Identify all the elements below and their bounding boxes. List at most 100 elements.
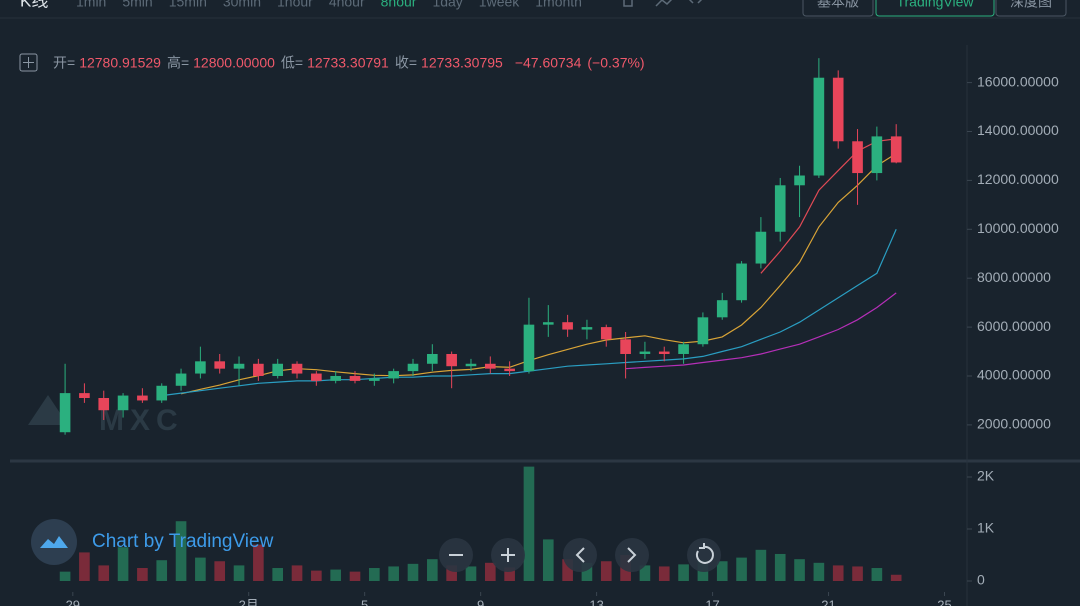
volume-tick-label: 0 bbox=[977, 572, 985, 588]
interval-tab[interactable]: 8hour bbox=[381, 0, 417, 10]
view-button-label[interactable]: 基本版 bbox=[817, 0, 859, 10]
volume-bar bbox=[813, 562, 825, 582]
toolbar-icon[interactable] bbox=[688, 0, 703, 4]
y-tick-label: 2000.00000 bbox=[977, 416, 1051, 432]
volume-bar bbox=[137, 568, 148, 582]
toolbar-icon[interactable] bbox=[623, 0, 633, 7]
view-button-label[interactable]: TradingView bbox=[896, 0, 974, 10]
branding[interactable]: Chart by TradingView bbox=[92, 531, 274, 552]
toolbar-icon[interactable] bbox=[655, 0, 674, 7]
volume-bar bbox=[832, 565, 844, 582]
volume-bar bbox=[774, 553, 786, 582]
y-tick-label: 12000.00000 bbox=[977, 171, 1059, 187]
interval-tab[interactable]: 1week bbox=[479, 0, 520, 10]
plot: 2000.00000 4000.00000 6000.00000 8000.00000… bbox=[59, 58, 1059, 606]
volume-bar bbox=[581, 562, 593, 582]
expand-icon-plus bbox=[23, 57, 34, 68]
view-button[interactable] bbox=[875, 0, 995, 17]
candle-body bbox=[214, 361, 226, 369]
candle-body bbox=[79, 393, 90, 399]
candle-body bbox=[59, 393, 71, 433]
ohlc-text: 开= bbox=[53, 55, 75, 71]
y-tick-label: 16000.00000 bbox=[977, 73, 1059, 89]
left-icon bbox=[575, 547, 585, 563]
x-tick-label: 2月 bbox=[239, 597, 259, 606]
volume-bar bbox=[59, 571, 71, 582]
x-tick-label: 21 bbox=[821, 597, 835, 606]
reset-button[interactable] bbox=[687, 538, 721, 572]
volume-bar bbox=[542, 539, 554, 582]
candle-body bbox=[446, 353, 457, 367]
volume-bar bbox=[349, 571, 361, 582]
volume-tick-label: 2K bbox=[977, 468, 995, 484]
candle-body bbox=[272, 363, 284, 376]
candle-body bbox=[562, 322, 573, 330]
candle-body bbox=[349, 375, 361, 381]
ohlc-text: 高= bbox=[167, 55, 189, 71]
ma-line bbox=[625, 292, 897, 370]
candle-body bbox=[542, 322, 554, 325]
ohlc-text: 12733.30795 bbox=[421, 55, 503, 71]
candle-body bbox=[716, 300, 728, 318]
candle-body bbox=[852, 141, 863, 174]
volume-bar bbox=[407, 563, 419, 582]
ohlc-text: 12733.30791 bbox=[307, 55, 389, 71]
candle-body bbox=[890, 136, 902, 163]
candle-body bbox=[504, 368, 515, 372]
ohlc-text: 12780.91529 bbox=[79, 55, 161, 71]
candle-body bbox=[369, 378, 380, 381]
ohlc-text: (−0.37%) bbox=[587, 55, 644, 71]
ohlc-text: 12800.00000 bbox=[193, 55, 275, 71]
candle-body bbox=[330, 375, 341, 381]
nav-icons bbox=[449, 543, 714, 564]
candle-body bbox=[407, 363, 419, 372]
volume-bar bbox=[484, 562, 496, 582]
volume-bar bbox=[852, 566, 863, 582]
candle-body bbox=[871, 136, 883, 174]
volume-bar bbox=[117, 547, 129, 582]
volume-tick-label: 1K bbox=[977, 520, 995, 536]
volume-bar bbox=[427, 559, 438, 582]
scroll-right-button[interactable] bbox=[615, 538, 649, 572]
reset-icon bbox=[695, 543, 714, 564]
scroll-left-button[interactable] bbox=[563, 538, 597, 572]
interval-tab[interactable]: 1month bbox=[535, 0, 582, 10]
interval-tab[interactable]: 1min bbox=[76, 0, 106, 10]
candle-body bbox=[311, 373, 322, 381]
candle-body bbox=[175, 373, 187, 386]
interval-tab[interactable]: 30min bbox=[223, 0, 261, 10]
volume-bar bbox=[678, 564, 689, 582]
x-tick-label: 17 bbox=[705, 597, 719, 606]
x-tick-label: 29 bbox=[66, 597, 80, 606]
expand-icon[interactable] bbox=[19, 53, 38, 72]
interval-tab[interactable]: 1day bbox=[432, 0, 462, 10]
interval-tab[interactable]: 5min bbox=[122, 0, 152, 10]
y-tick-label: 6000.00000 bbox=[977, 318, 1051, 334]
y-tick-label: 14000.00000 bbox=[977, 122, 1059, 138]
volume-bar bbox=[716, 561, 728, 582]
volume-bar bbox=[794, 559, 805, 582]
interval-tab[interactable]: 1hour bbox=[277, 0, 313, 10]
candle-body bbox=[697, 317, 709, 345]
volume-bar bbox=[504, 567, 515, 582]
view-button[interactable] bbox=[802, 0, 874, 17]
view-button-label[interactable]: 深度图 bbox=[1010, 0, 1052, 10]
x-tick-label: 13 bbox=[589, 597, 603, 606]
volume-bar bbox=[195, 557, 206, 582]
volume-bar bbox=[388, 566, 399, 582]
candle-body bbox=[774, 185, 786, 232]
interval-tab[interactable]: 4hour bbox=[329, 0, 365, 10]
candle-body bbox=[427, 353, 438, 364]
ohlc-text: 低= bbox=[281, 55, 303, 71]
tv-logo[interactable] bbox=[31, 519, 77, 565]
candle-body bbox=[233, 363, 245, 369]
interval-tab[interactable]: 15min bbox=[169, 0, 207, 10]
candle-body bbox=[253, 363, 264, 376]
candle-body bbox=[156, 385, 168, 401]
volume-bar bbox=[523, 466, 535, 582]
volume-bar bbox=[890, 574, 902, 582]
view-button[interactable] bbox=[995, 0, 1067, 17]
ohlc-text: −47.60734 bbox=[515, 55, 582, 71]
volume-bar bbox=[369, 568, 380, 582]
